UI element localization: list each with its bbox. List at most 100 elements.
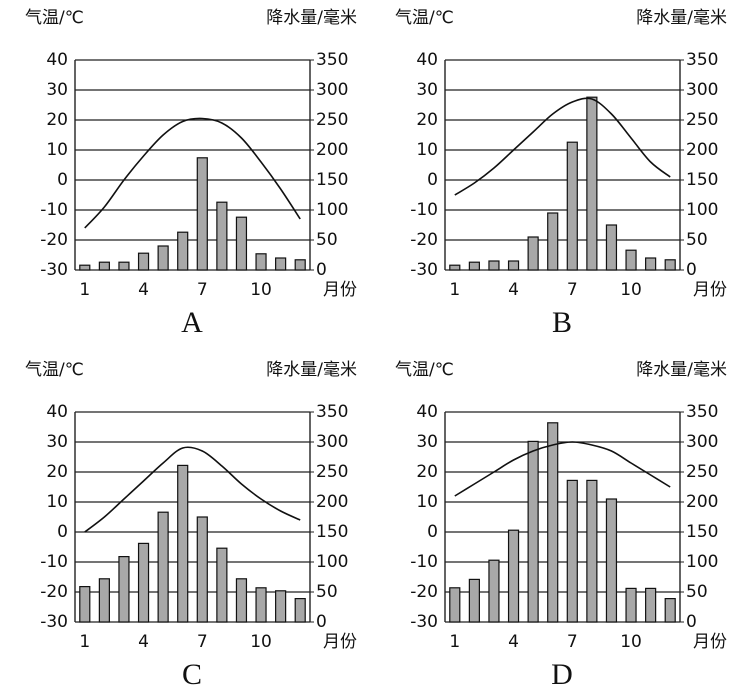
panel-title: C xyxy=(182,658,202,691)
climate-panel: 气温/℃ 降水量/毫米 A -30 -20 -10 0 10 20 30 40 0 50 100 150 20… xyxy=(25,8,357,339)
y2-tick-label: 100 xyxy=(316,200,348,220)
x-axis-label: 月份 xyxy=(323,632,357,652)
y2-tick-label: 250 xyxy=(686,462,718,482)
y2-tick-label: 0 xyxy=(316,612,327,632)
precip-bar xyxy=(177,464,189,623)
precip-bar xyxy=(488,260,500,271)
y-tick-label: -20 xyxy=(410,582,438,602)
x-tick-label: 4 xyxy=(138,632,149,652)
y-tick-label: 0 xyxy=(427,522,438,542)
climate-panel: 气温/℃ 降水量/毫米 B -30 -20 -10 0 10 20 30 40 0 50 100 150 20… xyxy=(395,8,727,339)
y2-tick-label: 200 xyxy=(316,492,348,512)
y2-axis-label: 降水量/毫米 xyxy=(266,360,357,380)
y2-tick-label: 50 xyxy=(686,230,708,250)
y-tick-label: 0 xyxy=(57,170,68,190)
x-tick-label: 1 xyxy=(79,632,90,652)
y2-tick-label: 250 xyxy=(316,462,348,482)
precip-bar xyxy=(468,261,480,271)
precip-bar xyxy=(645,587,657,623)
y-tick-label: 30 xyxy=(416,432,438,452)
y2-tick-label: 250 xyxy=(316,110,348,130)
y2-tick-label: 200 xyxy=(686,492,718,512)
x-tick-label: 1 xyxy=(449,280,460,300)
panel-title: A xyxy=(181,306,203,339)
y-tick-label: 40 xyxy=(416,402,438,422)
climate-panel: 气温/℃ 降水量/毫米 D -30 -20 -10 0 10 20 30 40 0 50 100 150 20… xyxy=(395,360,727,691)
precip-bar xyxy=(586,479,598,623)
x-tick-label: 7 xyxy=(197,632,208,652)
y2-tick-label: 100 xyxy=(686,552,718,572)
precip-bar xyxy=(79,586,91,623)
precip-bar xyxy=(605,224,618,271)
precip-bar xyxy=(137,542,150,623)
y2-tick-label: 50 xyxy=(316,230,338,250)
y-tick-label: 30 xyxy=(416,80,438,100)
x-tick-label: 7 xyxy=(197,280,208,300)
y2-tick-label: 150 xyxy=(686,170,718,190)
precip-bar xyxy=(216,201,228,271)
y-tick-label: -30 xyxy=(40,260,68,280)
y2-tick-label: 350 xyxy=(316,50,348,70)
y2-tick-label: 100 xyxy=(316,552,348,572)
precip-bar xyxy=(507,260,520,271)
precip-bar xyxy=(527,440,539,623)
precip-bar xyxy=(137,252,150,271)
y2-tick-label: 300 xyxy=(686,432,718,452)
y2-tick-label: 0 xyxy=(316,260,327,280)
precip-bar xyxy=(527,236,539,271)
precip-bar xyxy=(235,216,248,271)
temperature-line xyxy=(84,446,301,533)
y2-tick-label: 250 xyxy=(686,110,718,130)
y-tick-label: 0 xyxy=(427,170,438,190)
precip-bar xyxy=(547,212,559,271)
precip-bar xyxy=(98,261,110,271)
precip-bar xyxy=(625,249,637,271)
precip-bar xyxy=(294,259,306,271)
precip-bar xyxy=(664,259,676,271)
panel-title: D xyxy=(551,658,573,691)
y-tick-label: 20 xyxy=(46,110,68,130)
precip-bar xyxy=(645,257,657,271)
precip-bar xyxy=(547,422,559,623)
x-tick-label: 7 xyxy=(567,632,578,652)
y-tick-label: -20 xyxy=(40,582,68,602)
precip-bar xyxy=(664,598,676,623)
y-tick-label: -30 xyxy=(40,612,68,632)
y-tick-label: -10 xyxy=(410,552,438,572)
panel-title: B xyxy=(552,306,572,339)
precip-bar xyxy=(196,157,208,271)
y2-tick-label: 150 xyxy=(316,522,348,542)
precip-bar xyxy=(216,547,228,623)
y-tick-label: -10 xyxy=(40,552,68,572)
temperature-line xyxy=(454,441,671,497)
precip-bar xyxy=(507,529,520,623)
precip-bar xyxy=(275,257,287,271)
y2-tick-label: 150 xyxy=(316,170,348,190)
y-axis-label: 气温/℃ xyxy=(395,8,454,28)
precip-bar xyxy=(586,96,598,271)
precip-bar xyxy=(275,590,287,623)
y-tick-label: 10 xyxy=(416,492,438,512)
precip-bar xyxy=(177,231,189,271)
y2-tick-label: 200 xyxy=(316,140,348,160)
precip-bar xyxy=(605,498,618,623)
x-axis-label: 月份 xyxy=(693,632,727,652)
y2-tick-label: 300 xyxy=(686,80,718,100)
precip-bar xyxy=(196,516,208,623)
y-tick-label: 10 xyxy=(46,492,68,512)
y-tick-label: 20 xyxy=(416,110,438,130)
precip-bar xyxy=(157,511,169,623)
y-tick-label: 20 xyxy=(416,462,438,482)
precip-bar xyxy=(79,264,91,271)
precip-bar xyxy=(255,587,267,623)
x-tick-label: 1 xyxy=(79,280,90,300)
y-tick-label: 40 xyxy=(46,402,68,422)
x-tick-label: 4 xyxy=(508,632,519,652)
y2-tick-label: 0 xyxy=(686,260,697,280)
y-tick-label: 30 xyxy=(46,80,68,100)
x-tick-label: 10 xyxy=(620,632,642,652)
y-tick-label: -10 xyxy=(40,200,68,220)
y2-tick-label: 200 xyxy=(686,140,718,160)
